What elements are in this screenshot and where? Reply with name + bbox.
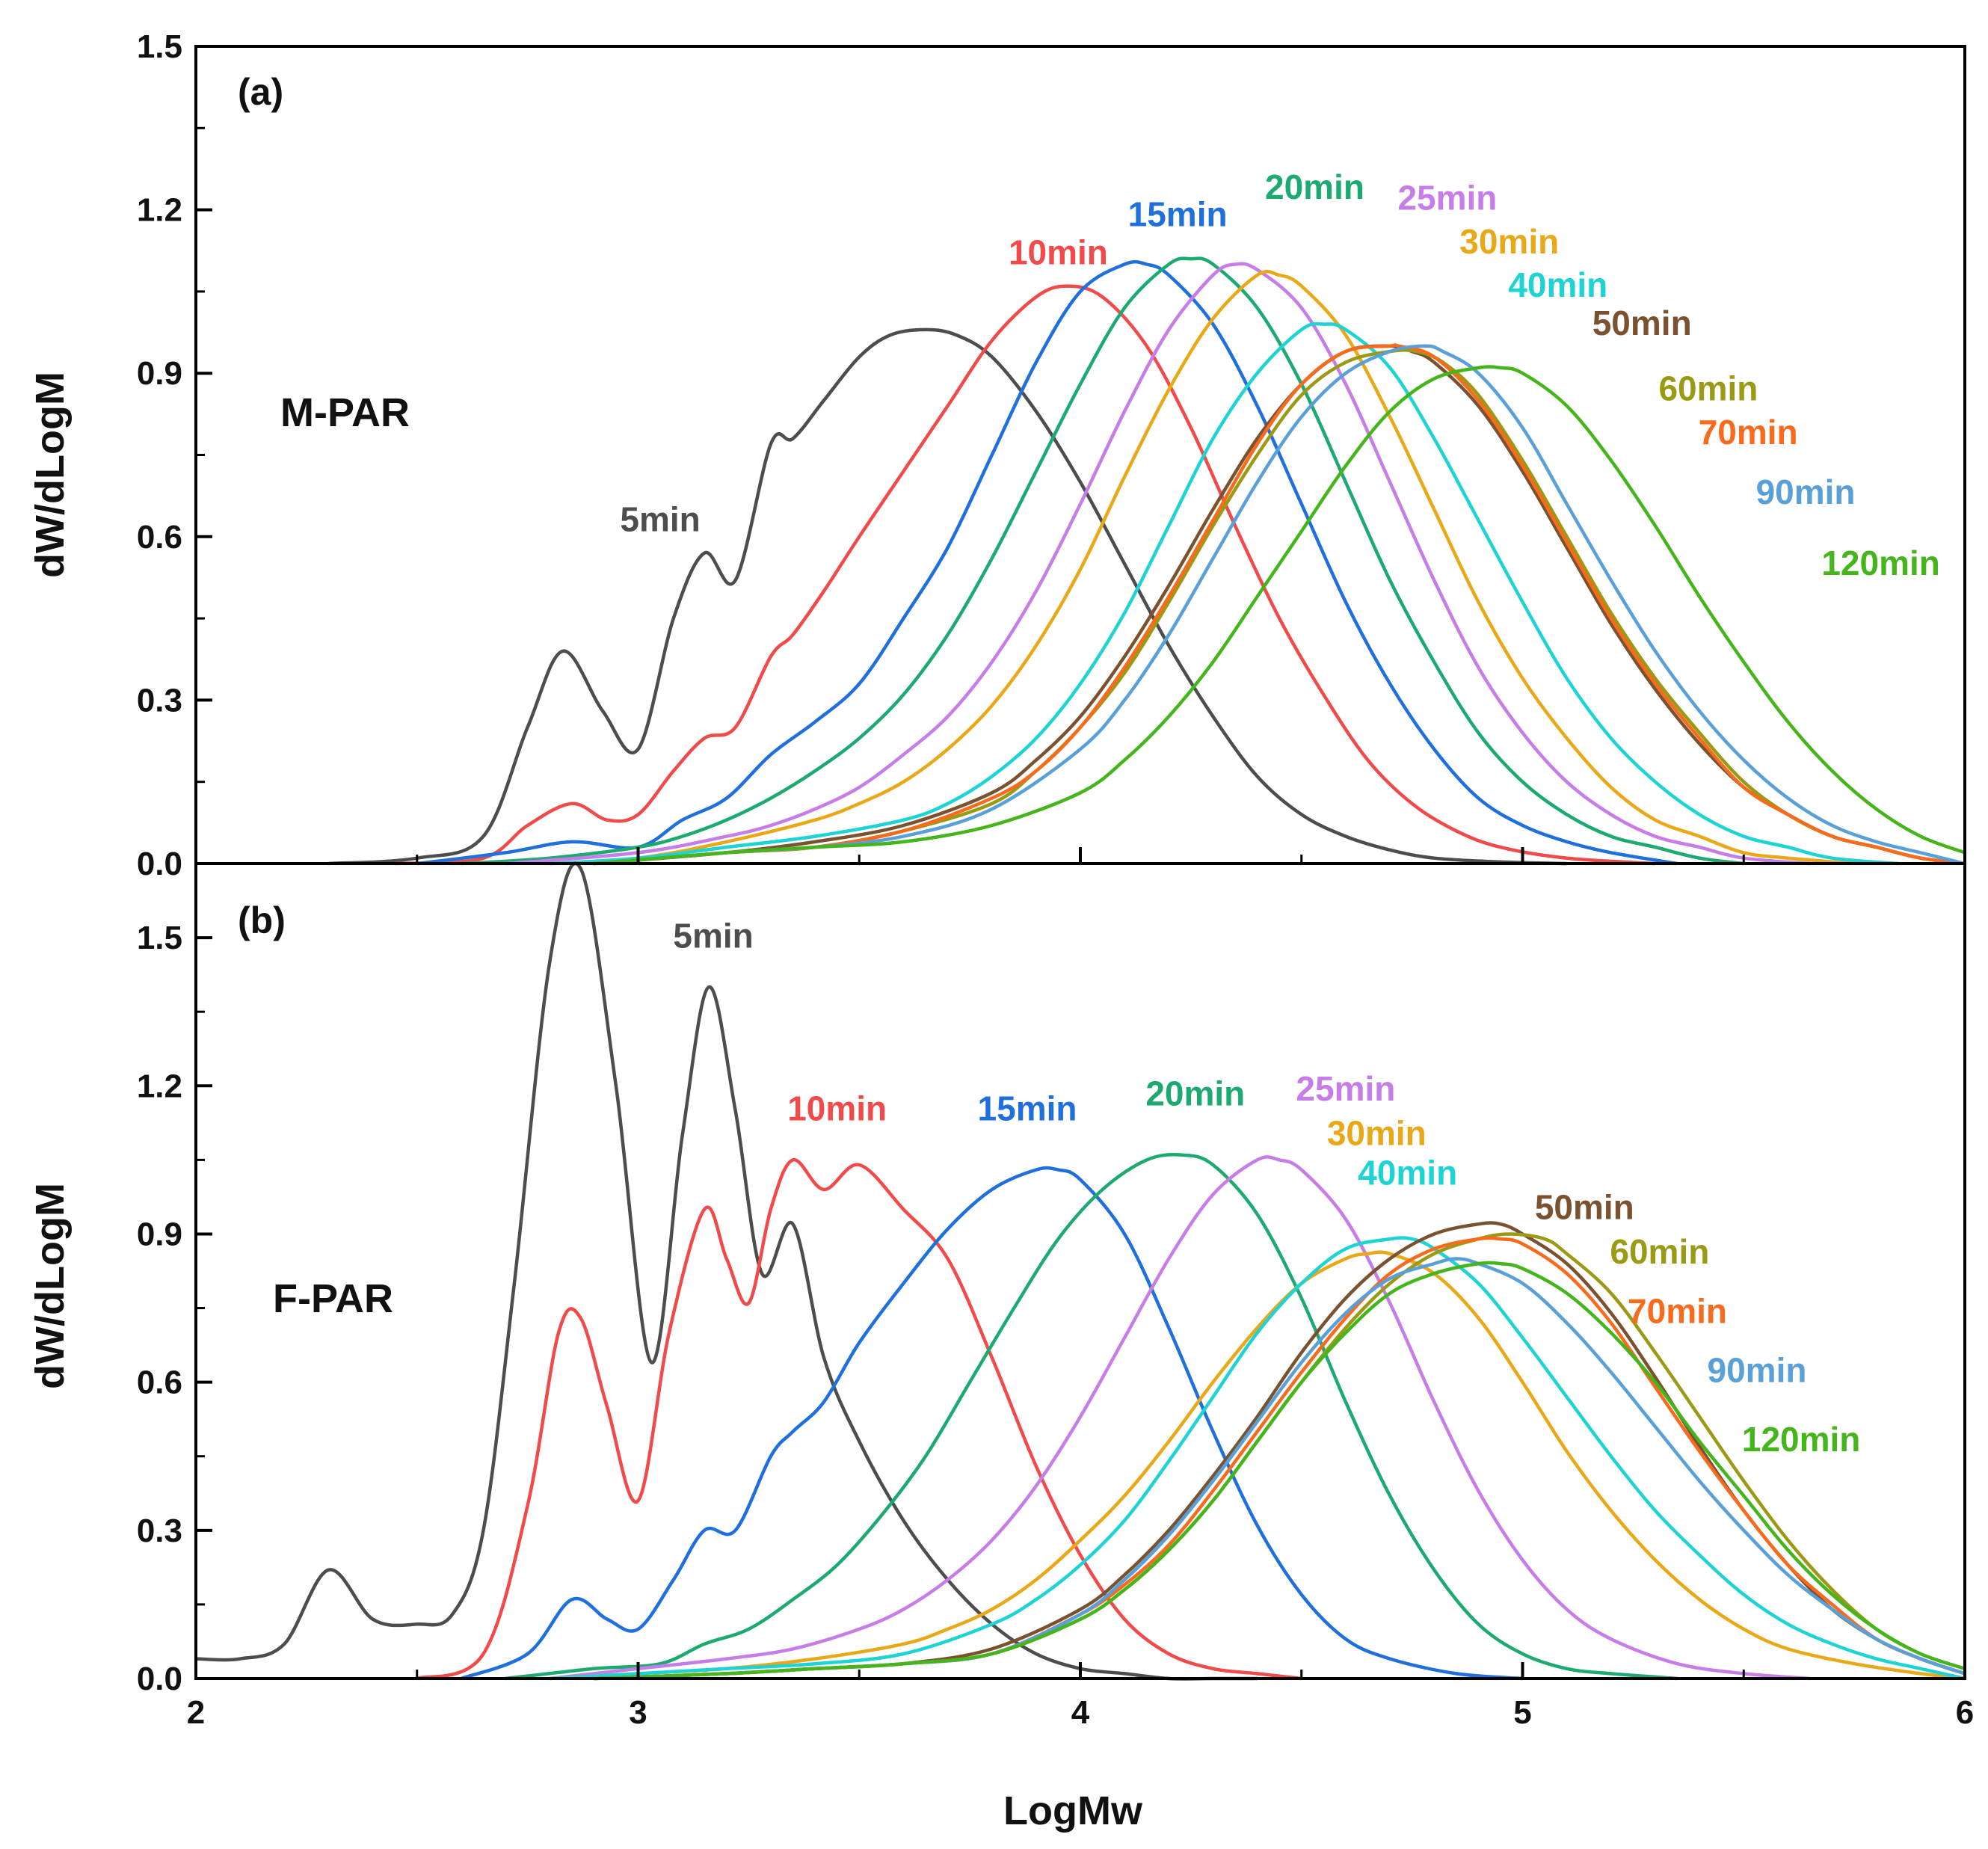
y-axis-title-b: dW/dLogM	[28, 1183, 73, 1389]
series-line-15min	[416, 259, 1678, 866]
x-tick-label: 3	[629, 1694, 647, 1731]
y-tick-label: 1.2	[137, 192, 182, 229]
series-line-5min	[328, 327, 1567, 866]
panel-tag: (b)	[238, 899, 286, 941]
series-label-90min: 90min	[1756, 473, 1856, 511]
plot-frame-0	[194, 45, 1966, 865]
x-tick-label: 5	[1513, 1694, 1531, 1731]
x-tick-label: 4	[1071, 1694, 1090, 1731]
series-label-20min: 20min	[1265, 167, 1364, 206]
y-tick-label: 0.6	[137, 519, 182, 556]
x-axis-title: LogMw	[1003, 1788, 1143, 1833]
panel-tag: (a)	[238, 71, 283, 113]
series-line-40min	[550, 322, 1899, 866]
series-line-70min	[594, 343, 1966, 866]
sample-label: M-PAR	[280, 390, 410, 435]
series-label-50min: 50min	[1592, 304, 1692, 342]
series-label-120min: 120min	[1742, 1420, 1861, 1459]
series-label-40min: 40min	[1508, 265, 1607, 304]
y-tick-label: 1.5	[137, 920, 182, 956]
series-label-90min: 90min	[1708, 1351, 1807, 1390]
x-tick-label: 2	[187, 1694, 205, 1731]
series-line-25min	[505, 262, 1811, 866]
series-label-40min: 40min	[1358, 1153, 1457, 1192]
y-tick-label: 0.0	[137, 846, 182, 882]
series-label-10min: 10min	[1009, 233, 1108, 271]
sample-label: F-PAR	[273, 1276, 393, 1321]
series-label-30min: 30min	[1327, 1114, 1427, 1153]
series-line-10min	[395, 284, 1656, 866]
series-line-20min	[505, 1153, 1678, 1681]
series-line-5min	[195, 861, 1258, 1681]
series-label-5min: 5min	[620, 500, 700, 539]
series-line-15min	[461, 1166, 1523, 1681]
series-line-30min	[550, 269, 1855, 866]
series-label-70min: 70min	[1628, 1291, 1727, 1330]
y-tick-label: 0.9	[137, 1216, 182, 1252]
series-label-120min: 120min	[1821, 544, 1940, 582]
series-label-60min: 60min	[1658, 369, 1758, 408]
y-tick-label: 0.9	[137, 355, 182, 392]
series-label-5min: 5min	[673, 916, 753, 955]
series-line-10min	[416, 1158, 1302, 1681]
series-line-120min	[594, 1261, 1966, 1681]
series-label-50min: 50min	[1535, 1188, 1634, 1227]
series-line-40min	[550, 1236, 1966, 1681]
y-tick-label: 1.2	[137, 1068, 182, 1104]
y-tick-label: 0.3	[137, 1513, 182, 1549]
y-tick-label: 0.6	[137, 1365, 182, 1401]
series-label-25min: 25min	[1296, 1069, 1395, 1108]
series-line-20min	[461, 256, 1744, 866]
series-label-70min: 70min	[1699, 413, 1798, 452]
y-tick-label: 0.0	[137, 1661, 182, 1697]
series-label-60min: 60min	[1610, 1232, 1709, 1271]
series-label-20min: 20min	[1145, 1074, 1245, 1113]
series-line-90min	[594, 344, 1966, 866]
series-label-15min: 15min	[1128, 194, 1228, 233]
series-label-25min: 25min	[1397, 179, 1497, 218]
series-label-10min: 10min	[787, 1089, 887, 1128]
y-tick-label: 1.5	[137, 28, 182, 65]
series-label-15min: 15min	[978, 1089, 1077, 1128]
y-tick-label: 0.3	[137, 682, 182, 719]
series-line-25min	[549, 1155, 1811, 1681]
x-tick-label: 6	[1956, 1694, 1974, 1731]
series-line-30min	[550, 1250, 1966, 1681]
series-label-30min: 30min	[1459, 222, 1559, 261]
y-axis-title-a: dW/dLogM	[28, 372, 73, 578]
series-line-90min	[594, 1257, 1966, 1681]
series-line-120min	[594, 365, 1966, 866]
